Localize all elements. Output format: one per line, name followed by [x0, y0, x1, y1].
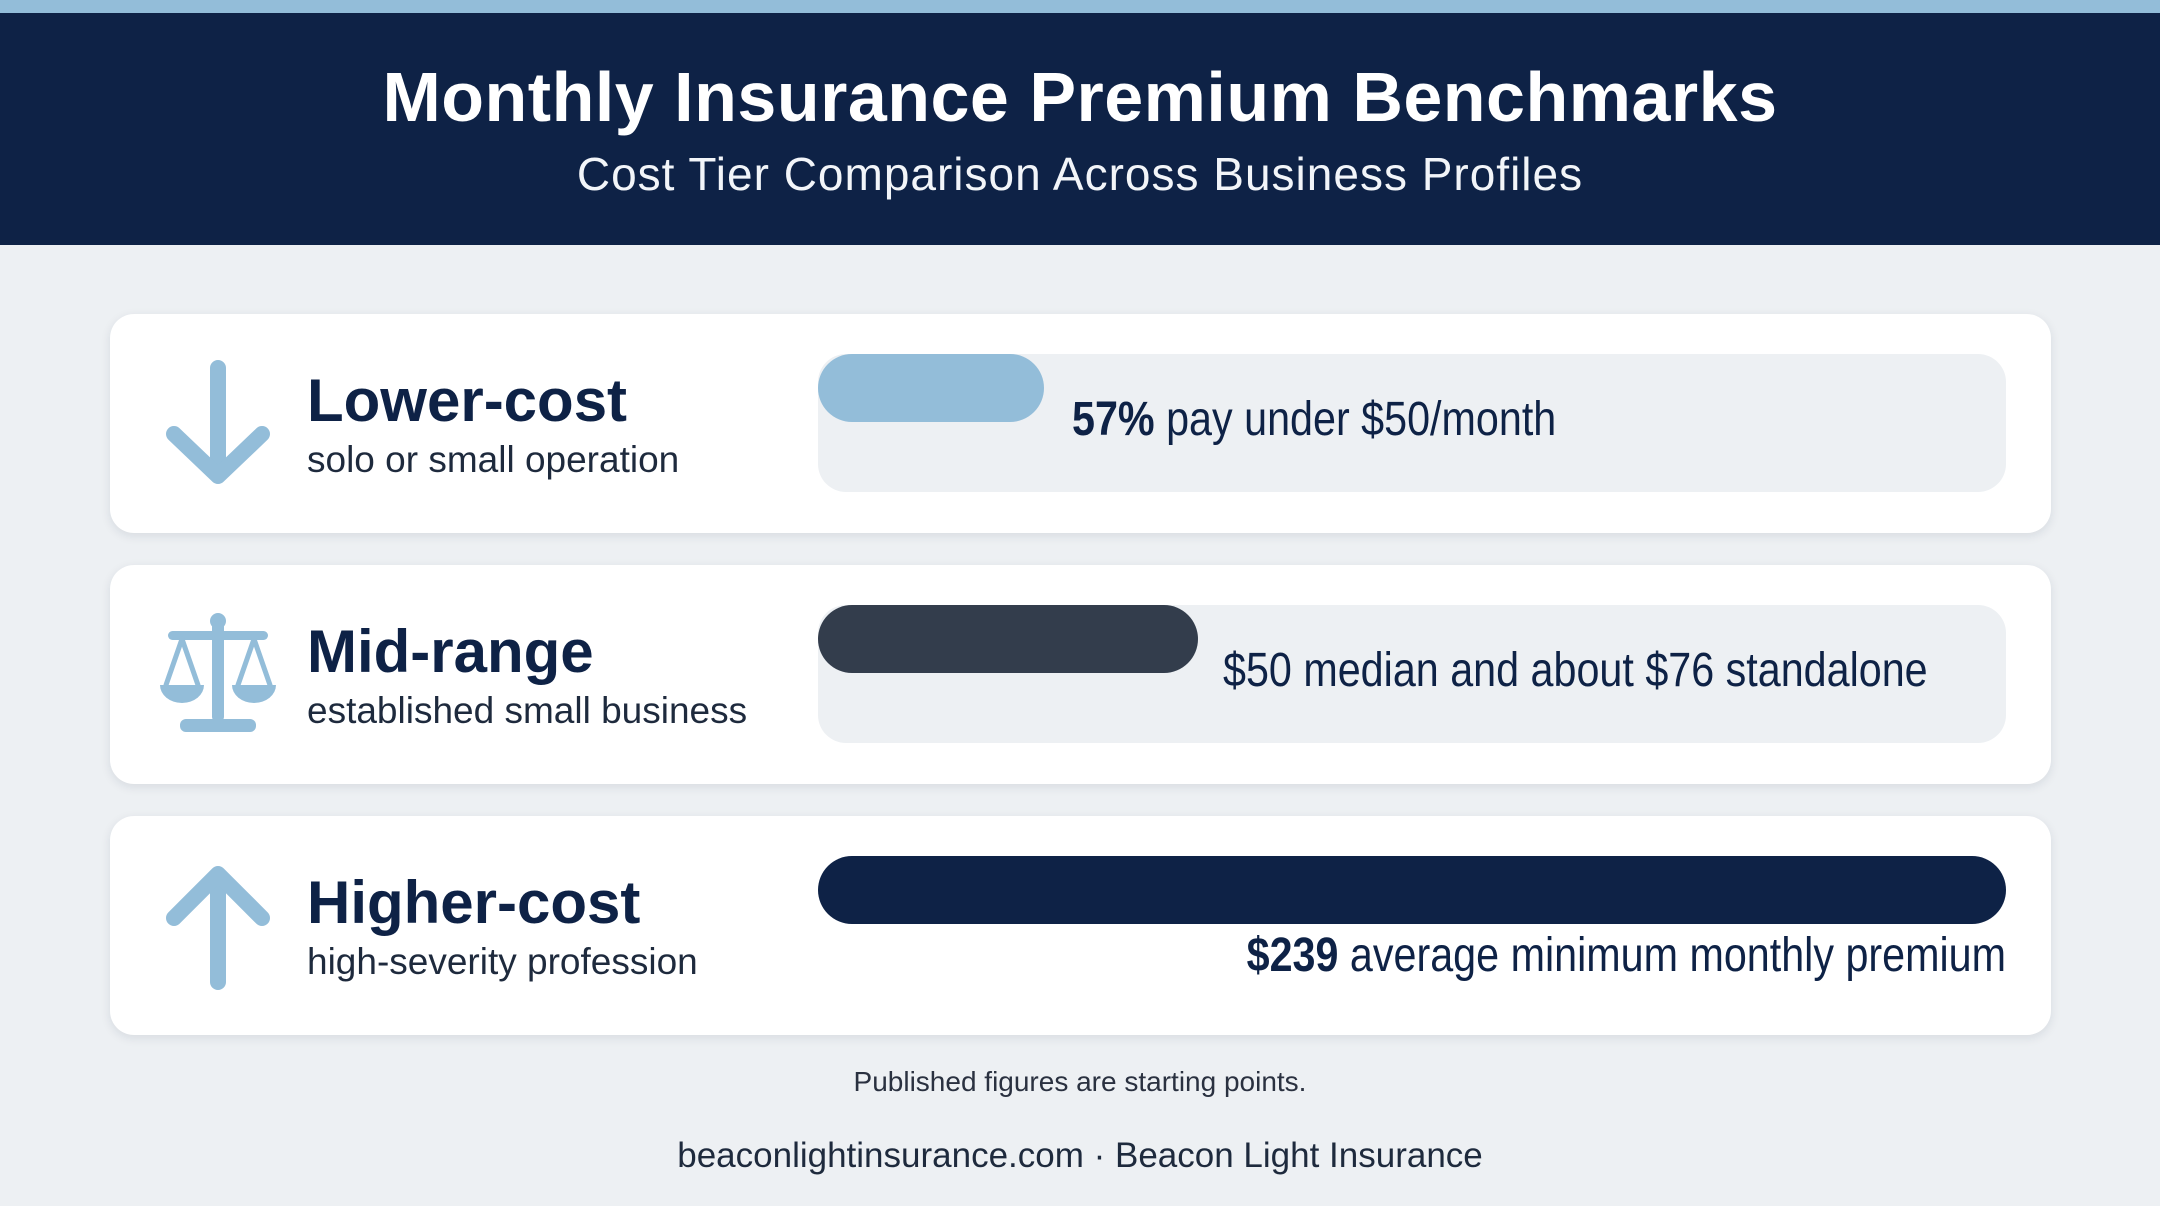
tier-name: Higher-cost [307, 869, 641, 936]
tier-description: high-severity profession [307, 941, 698, 982]
bar-fill [818, 354, 1044, 422]
stat-text: pay under $50/month [1154, 393, 1557, 446]
tier-name: Mid-range [307, 618, 594, 685]
footer-credit: beaconlightinsurance.com · Beacon Light … [677, 1136, 1483, 1175]
tier-card-mid-range: Mid-range established small business $50… [110, 565, 2051, 784]
bar-fill [818, 605, 1198, 673]
tier-stat: $50 median and about $76 standalone [1223, 643, 1928, 698]
top-accent-strip [0, 0, 2160, 13]
tier-description: solo or small operation [307, 439, 680, 480]
stat-highlight: $239 [1246, 929, 1339, 982]
tier-card-lower-cost: Lower-cost solo or small operation 57% p… [110, 314, 2051, 533]
tier-description: established small business [307, 690, 748, 731]
arrow-up-icon [166, 866, 270, 990]
arrow-down-icon [166, 360, 270, 484]
page-title: Monthly Insurance Premium Benchmarks [382, 58, 1778, 136]
tier-name: Lower-cost [307, 367, 628, 434]
stat-highlight: 57% [1072, 393, 1155, 446]
page-subtitle: Cost Tier Comparison Across Business Pro… [576, 148, 1584, 200]
stat-text: $50 median and about $76 standalone [1223, 644, 1928, 697]
footnote: Published figures are starting points. [853, 1066, 1307, 1097]
tier-card-higher-cost: Higher-cost high-severity profession $23… [110, 816, 2051, 1035]
stat-text: average minimum monthly premium [1338, 929, 2006, 982]
header-banner: Monthly Insurance Premium Benchmarks Cos… [0, 13, 2160, 245]
bar-fill [818, 856, 2006, 924]
scales-icon [160, 613, 276, 732]
tier-stat: 57% pay under $50/month [1072, 392, 1556, 447]
tier-stat: $239 average minimum monthly premium [1247, 928, 2006, 983]
